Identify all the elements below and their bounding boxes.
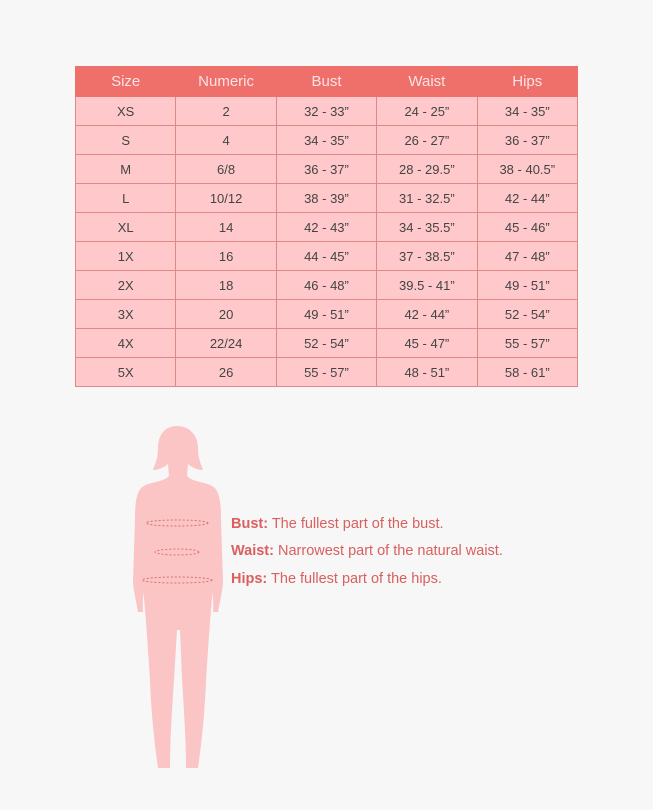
table-cell: XS xyxy=(74,96,177,126)
size-chart-table: Size Numeric Bust Waist Hips XS 2 32 - 33” 24 -… xyxy=(74,66,579,387)
table-cell: XL xyxy=(74,212,177,242)
table-cell: 26 - 27” xyxy=(376,125,478,155)
table-cell: 22/24 xyxy=(175,328,277,358)
table-cell: 20 xyxy=(175,299,277,329)
table-cell: 58 - 61” xyxy=(476,357,579,387)
table-cell: 2X xyxy=(74,270,177,300)
column-header: Bust xyxy=(275,66,378,97)
table-cell: 38 - 40.5” xyxy=(476,154,579,184)
table-row: S 4 34 - 35” 26 - 27” 36 - 37” xyxy=(74,125,579,155)
table-cell: 49 - 51” xyxy=(476,270,579,300)
table-cell: 4X xyxy=(74,328,177,358)
table-cell: 42 - 44” xyxy=(476,183,579,213)
column-header: Size xyxy=(74,66,177,97)
table-cell: 31 - 32.5” xyxy=(376,183,478,213)
table-row: M 6/8 36 - 37” 28 - 29.5” 38 - 40.5” xyxy=(74,154,579,184)
table-row: XL 14 42 - 43” 34 - 35.5” 45 - 46” xyxy=(74,212,579,242)
table-cell: 55 - 57” xyxy=(476,328,579,358)
table-cell: 55 - 57” xyxy=(275,357,378,387)
table-row: 1X 16 44 - 45” 37 - 38.5” 47 - 48” xyxy=(74,241,579,271)
table-cell: 10/12 xyxy=(175,183,277,213)
table-cell: 42 - 43” xyxy=(275,212,378,242)
table-cell: 4 xyxy=(175,125,277,155)
table-row: XS 2 32 - 33” 24 - 25” 34 - 35” xyxy=(74,96,579,126)
table-row: 3X 20 49 - 51” 42 - 44” 52 - 54” xyxy=(74,299,579,329)
table-cell: 49 - 51” xyxy=(275,299,378,329)
table-cell: 6/8 xyxy=(175,154,277,184)
table-cell: 34 - 35” xyxy=(275,125,378,155)
table-cell: 38 - 39” xyxy=(275,183,378,213)
table-header-row: Size Numeric Bust Waist Hips xyxy=(74,66,579,97)
legend-term: Hips: xyxy=(231,571,268,587)
legend-term: Bust: xyxy=(231,516,269,532)
body-silhouette-icon xyxy=(133,426,223,768)
table-cell: 1X xyxy=(74,241,177,271)
legend-hips: Hips: The fullest part of the hips. xyxy=(231,571,442,587)
table-cell: 46 - 48” xyxy=(275,270,378,300)
table-cell: 32 - 33” xyxy=(275,96,378,126)
table-cell: 52 - 54” xyxy=(476,299,579,329)
table-cell: 26 xyxy=(175,357,277,387)
column-header: Hips xyxy=(476,66,579,97)
table-row: L 10/12 38 - 39” 31 - 32.5” 42 - 44” xyxy=(74,183,579,213)
legend-term: Waist: xyxy=(231,543,274,559)
legend-desc: The fullest part of the bust. xyxy=(268,516,444,532)
table-cell: 36 - 37” xyxy=(275,154,378,184)
table-row: 2X 18 46 - 48” 39.5 - 41” 49 - 51” xyxy=(74,270,579,300)
table-cell: 44 - 45” xyxy=(275,241,378,271)
table-row: 5X 26 55 - 57” 48 - 51” 58 - 61” xyxy=(74,357,579,387)
table-cell: 36 - 37” xyxy=(476,125,579,155)
table-cell: 2 xyxy=(175,96,277,126)
table-cell: 39.5 - 41” xyxy=(376,270,478,300)
table-cell: 5X xyxy=(74,357,177,387)
legend-desc: Narrowest part of the natural waist. xyxy=(273,543,503,559)
table-cell: 34 - 35.5” xyxy=(376,212,478,242)
table-cell: 48 - 51” xyxy=(376,357,478,387)
column-header: Numeric xyxy=(175,66,277,97)
table-cell: 18 xyxy=(175,270,277,300)
table-cell: 34 - 35” xyxy=(476,96,579,126)
table-cell: 14 xyxy=(175,212,277,242)
table-cell: 45 - 46” xyxy=(476,212,579,242)
table-cell: L xyxy=(74,183,177,213)
table-cell: 37 - 38.5” xyxy=(376,241,478,271)
legend-waist: Waist: Narrowest part of the natural wai… xyxy=(231,543,503,559)
column-header: Waist xyxy=(376,66,478,97)
table-cell: 45 - 47” xyxy=(376,328,478,358)
table-cell: 3X xyxy=(74,299,177,329)
table-cell: 16 xyxy=(175,241,277,271)
table-cell: 52 - 54” xyxy=(275,328,378,358)
table-cell: 28 - 29.5” xyxy=(376,154,478,184)
table-cell: M xyxy=(74,154,177,184)
table-row: 4X 22/24 52 - 54” 45 - 47” 55 - 57” xyxy=(74,328,579,358)
legend-desc: The fullest part of the hips. xyxy=(267,571,442,587)
table-cell: 24 - 25” xyxy=(376,96,478,126)
legend-bust: Bust: The fullest part of the bust. xyxy=(231,516,444,532)
table-cell: 42 - 44” xyxy=(376,299,478,329)
table-cell: 47 - 48” xyxy=(476,241,579,271)
table-cell: S xyxy=(74,125,177,155)
